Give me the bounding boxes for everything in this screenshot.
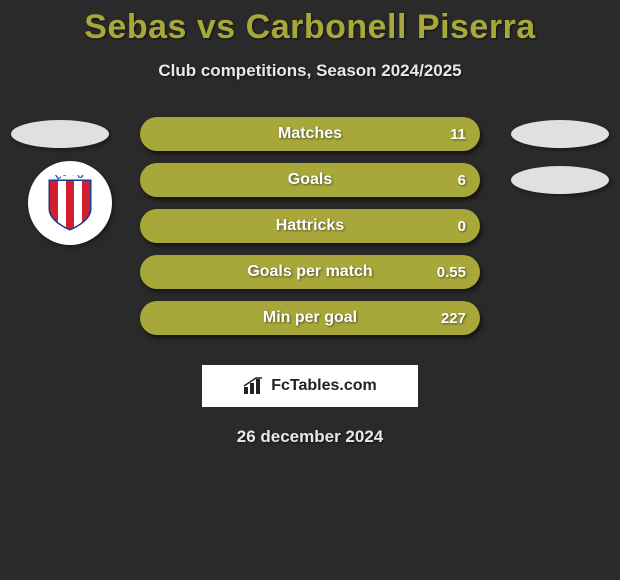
footer-date: 26 december 2024 [0, 427, 620, 447]
stat-row: Matches 11 [0, 111, 620, 157]
player-left-placeholder [11, 120, 109, 148]
stat-value: 0.55 [437, 264, 466, 281]
branding-box[interactable]: FcTables.com [202, 365, 418, 407]
stat-bar: Hattricks 0 [140, 209, 480, 243]
player-right-placeholder [511, 120, 609, 148]
page-title: Sebas vs Carbonell Piserra [0, 0, 620, 47]
stat-value: 11 [450, 126, 466, 143]
page-subtitle: Club competitions, Season 2024/2025 [0, 61, 620, 81]
club-badge-lugo: LUGO [28, 161, 112, 245]
stat-value: 6 [458, 172, 466, 189]
player-right-placeholder [511, 166, 609, 194]
stat-label: Hattricks [276, 217, 344, 235]
stat-bar: Min per goal 227 [140, 301, 480, 335]
stat-bar: Matches 11 [140, 117, 480, 151]
stats-area: Matches 11 Goals 6 Hattricks 0 Goals per… [0, 111, 620, 341]
stat-value: 0 [458, 218, 466, 235]
stat-bar: Goals per match 0.55 [140, 255, 480, 289]
branding-text: FcTables.com [271, 377, 377, 395]
stat-value: 227 [441, 310, 466, 327]
comparison-card: Sebas vs Carbonell Piserra Club competit… [0, 0, 620, 580]
stat-label: Matches [278, 125, 342, 143]
stat-row: Min per goal 227 [0, 295, 620, 341]
stat-label: Goals [288, 171, 332, 189]
stat-label: Goals per match [247, 263, 372, 281]
bar-chart-icon [243, 377, 265, 395]
stat-bar: Goals 6 [140, 163, 480, 197]
shield-icon: LUGO [46, 175, 94, 231]
stat-row: Goals per match 0.55 [0, 249, 620, 295]
stat-label: Min per goal [263, 309, 357, 327]
